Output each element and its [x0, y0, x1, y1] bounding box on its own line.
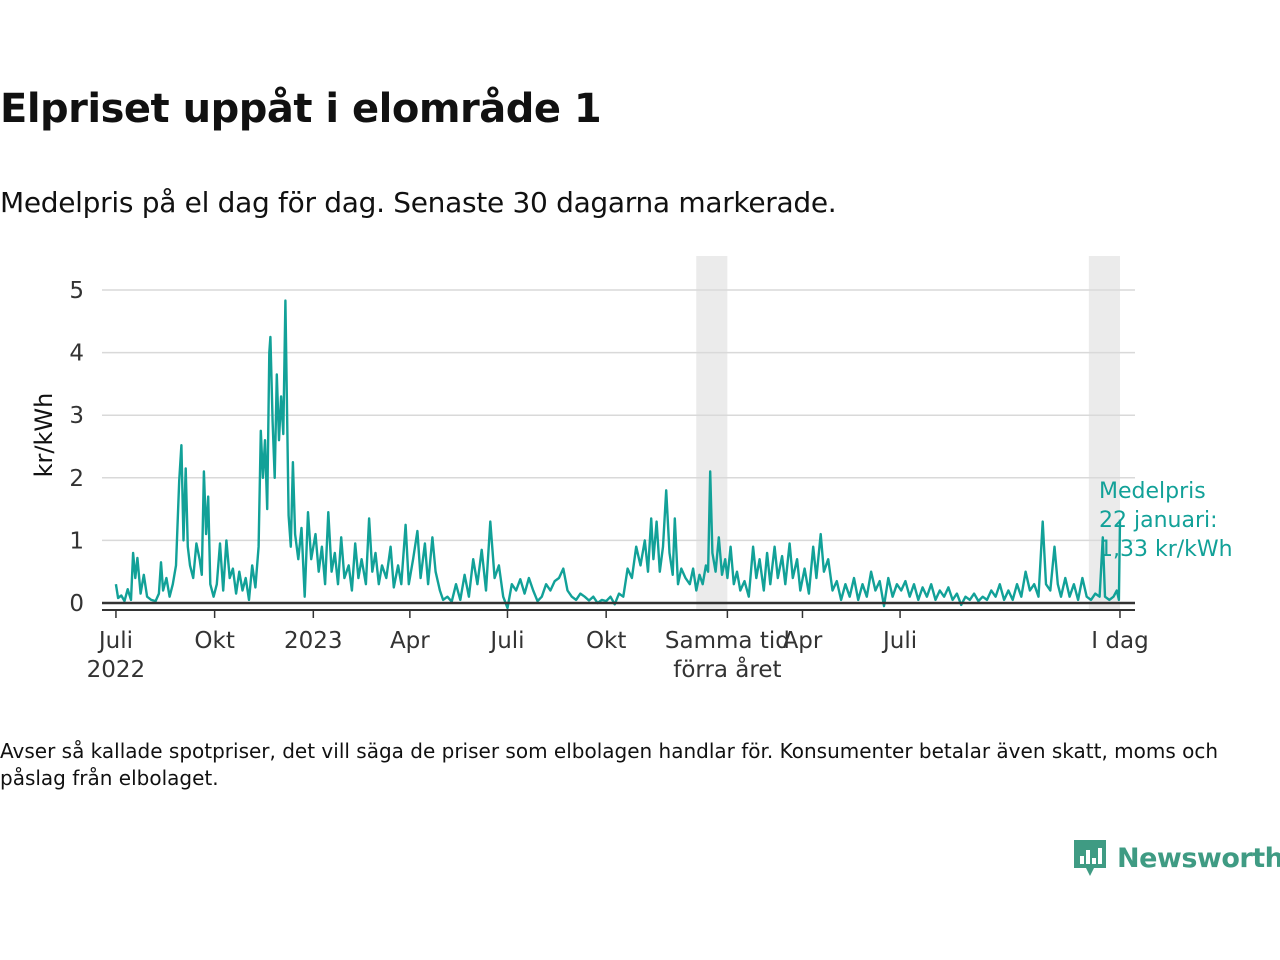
highlight-bands — [696, 256, 1120, 611]
y-axis-ticks: 0 1 2 3 4 5 — [69, 278, 84, 617]
x-tick-label: I dag — [1091, 628, 1148, 654]
chart-subtitle: Medelpris på el dag för dag. Senaste 30 … — [0, 186, 837, 219]
brand-logo[interactable]: Newsworthy — [1072, 838, 1280, 878]
x-tick-label: Juli — [97, 628, 133, 654]
gridlines — [102, 289, 1135, 542]
x-tick-label: Juli — [881, 628, 917, 654]
x-tick-label: Okt — [586, 628, 626, 654]
y-tick-label: 0 — [69, 591, 84, 617]
bar-chart-speech-icon — [1074, 840, 1106, 876]
brand-name: Newsworthy — [1117, 842, 1280, 874]
x-tick-label: Apr — [783, 628, 823, 654]
annotation-line-2: 22 januari: — [1099, 508, 1218, 533]
x-tick-label: Apr — [390, 628, 430, 654]
x-tick-label-line2: förra året — [673, 655, 781, 683]
x-tick-label: Samma tid — [665, 628, 790, 654]
highlight-band-1 — [696, 256, 728, 611]
y-tick-label: 4 — [69, 341, 84, 367]
x-tick-label-line2: 2022 — [87, 657, 146, 683]
annotation-line-1: Medelpris — [1099, 479, 1206, 504]
series-line — [114, 299, 1122, 610]
footnote: Avser så kallade spotpriser, det vill sä… — [0, 739, 1219, 790]
y-tick-label: 2 — [69, 466, 84, 492]
y-axis-label: kr/kWh — [30, 393, 58, 478]
y-tick-label: 1 — [69, 528, 84, 554]
x-tick-label: Okt — [194, 628, 234, 654]
x-tick-label: Juli — [488, 628, 524, 654]
line-chart: 0 1 2 3 4 5 kr/kWh Juli 2022 Okt 2023 Apr Juli Okt S… — [30, 256, 1233, 683]
x-tick-label: 2023 — [284, 628, 343, 654]
latest-value-annotation: Medelpris 22 januari: 1,33 kr/kWh — [1099, 479, 1233, 562]
x-axis-ticks: Juli 2022 Okt 2023 Apr Juli Okt Samma tidförra … — [87, 610, 1149, 683]
annotation-line-3: 1,33 kr/kWh — [1099, 537, 1233, 562]
chart-title: Elpriset uppåt i elområde 1 — [0, 86, 602, 132]
y-tick-label: 5 — [69, 278, 84, 304]
y-tick-label: 3 — [69, 403, 84, 429]
